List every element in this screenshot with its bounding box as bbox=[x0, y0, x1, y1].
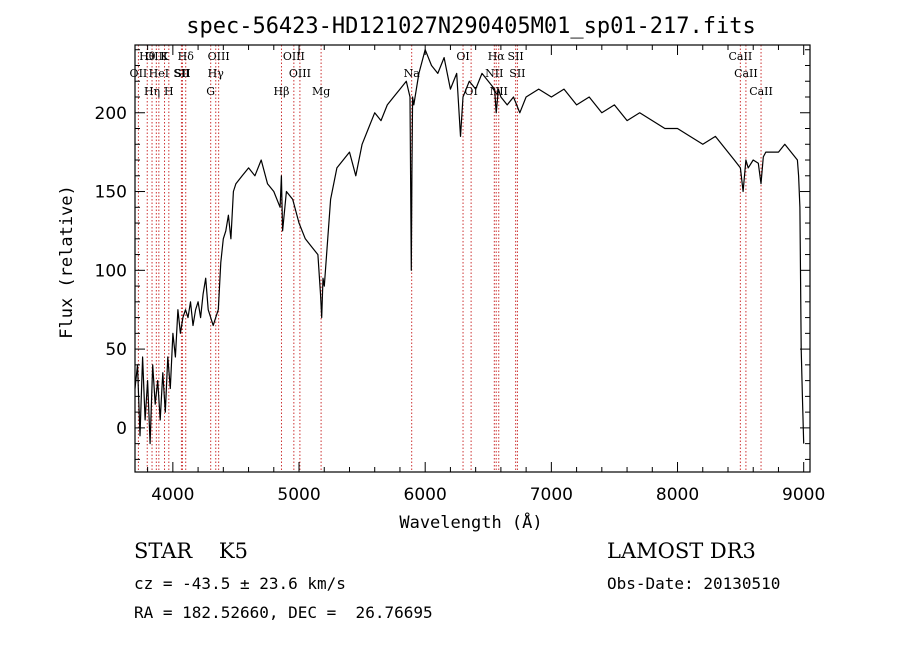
spectral-line-label: SII bbox=[509, 67, 525, 80]
obs-date-label: Obs-Date: 20130510 bbox=[607, 574, 781, 593]
y-tick-label: 0 bbox=[116, 419, 127, 439]
spectral-line-label: SII bbox=[508, 50, 524, 63]
spectral-line-label: OIII bbox=[283, 50, 305, 63]
y-axis-label: Flux (relative) bbox=[57, 185, 77, 339]
spectral-line-labels: Hθ OII OIII Hη K HeI SII H Hδ SII OIII Hγ G Hβ OIII OII… bbox=[130, 50, 773, 98]
survey-label: LAMOST DR3 bbox=[607, 539, 756, 563]
spectral-line-label: HeI bbox=[149, 67, 169, 80]
y-axis-ticks: 0 50 100 150 200 bbox=[95, 49, 810, 460]
x-tick-label: 7000 bbox=[530, 485, 573, 505]
spectral-line-label: OIII bbox=[208, 50, 230, 63]
spectral-line-label: Mg bbox=[312, 85, 330, 98]
spectral-line-label: Hη bbox=[144, 85, 160, 98]
spectral-line-label: Na bbox=[404, 67, 421, 80]
y-tick-label: 150 bbox=[95, 183, 127, 203]
spectral-line-label: Hγ bbox=[208, 67, 225, 80]
spectral-line-label: Hα bbox=[488, 50, 506, 63]
y-tick-label: 50 bbox=[105, 340, 127, 360]
x-axis-ticks: 4000 5000 6000 7000 8000 9000 bbox=[147, 45, 825, 505]
redshift-label: cz = -43.5 ± 23.6 km/s bbox=[134, 574, 346, 593]
spectral-line-label: Hβ bbox=[274, 85, 290, 98]
spectral-line-label: SII bbox=[173, 67, 189, 80]
coordinates-label: RA = 182.52660, DEC = 26.76695 bbox=[134, 603, 433, 622]
x-tick-label: 6000 bbox=[404, 485, 447, 505]
spectral-line-label: CaII bbox=[729, 50, 753, 63]
spectral-line-label: Hδ bbox=[178, 50, 195, 63]
spectrum-line bbox=[134, 49, 805, 445]
y-tick-label: 100 bbox=[95, 261, 127, 281]
spectral-line-label: OII bbox=[130, 67, 148, 80]
spectral-line-label: NII bbox=[485, 67, 503, 80]
spectral-line-label: H bbox=[164, 85, 174, 98]
spectral-line-label: SII bbox=[174, 67, 190, 80]
spectral-line-label: CaII bbox=[734, 67, 758, 80]
spectral-line-label: OI bbox=[456, 50, 469, 63]
spectral-line-label: Hθ bbox=[139, 50, 156, 63]
x-tick-label: 5000 bbox=[277, 485, 320, 505]
plot-frame bbox=[134, 44, 811, 473]
spectral-line-markers bbox=[137, 45, 762, 472]
chart-title: spec-56423-HD121027N290405M01_sp01-217.f… bbox=[186, 14, 756, 39]
x-axis-label: Wavelength (Å) bbox=[399, 511, 542, 533]
spectral-line-label: G bbox=[206, 85, 215, 98]
y-tick-label: 200 bbox=[95, 104, 127, 124]
spectral-line-label: OIII bbox=[145, 50, 167, 63]
x-tick-label: 4000 bbox=[151, 485, 194, 505]
spectral-line-label: K bbox=[160, 50, 169, 63]
spectral-line-label: OIII bbox=[289, 67, 311, 80]
class-label: STAR K5 bbox=[134, 539, 248, 563]
x-tick-label: 9000 bbox=[782, 485, 825, 505]
spectral-line-label: CaII bbox=[749, 85, 773, 98]
x-tick-label: 8000 bbox=[656, 485, 699, 505]
